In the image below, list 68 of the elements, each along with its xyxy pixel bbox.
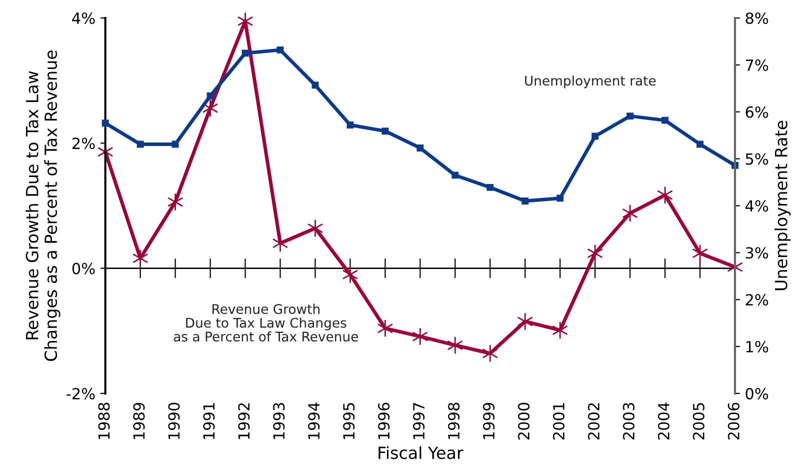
y2-tick-label: 4% [745,200,768,212]
x-tick-label: 1994 [308,402,320,439]
point [662,116,668,124]
point [342,266,358,284]
point [556,194,564,202]
x-tick-label: 2003 [622,402,634,440]
point [312,82,319,89]
text: Unemployment rate [525,75,656,88]
point [237,12,254,30]
y-tick-label: 0% [72,262,95,274]
x-tick-label: 1988 [98,402,110,439]
point [136,140,144,148]
x-tick-label: 2001 [552,403,565,440]
point [167,192,184,211]
point [307,219,324,238]
point [242,50,249,57]
point [412,327,428,346]
x-tick-label: 1990 [168,402,180,439]
point [276,46,284,54]
y2-tick-label: 5% [746,153,768,165]
x-tick-label: 1992 [238,403,250,439]
point [696,140,704,148]
x-tick-label: 1997 [413,403,425,439]
y-axis-title: Revenue Growth Due to Tax Law Changes as a Percent of Tax Revenue [26,50,60,361]
point [447,336,464,354]
x-tick-label: 1989 [133,402,145,439]
x-tick-label: 1998 [448,402,460,439]
y2-tick-label: 1% [746,340,768,353]
point [452,172,459,179]
y2-axis-title: Unemployment Rate [774,120,791,290]
point [552,321,568,340]
x-tick-label: 2004 [658,402,670,440]
point [272,234,288,252]
x-tick-label: 1991 [203,403,215,439]
point [206,92,214,100]
point [482,344,498,362]
point [416,144,424,152]
x-tick-label: 1995 [343,403,355,439]
x-tick-label: 2002 [588,403,600,440]
x-tick-label: 1996 [378,402,390,439]
y2-tick-label: 8% [746,12,768,24]
y-tick-label: 2% [72,138,95,150]
point [172,140,179,148]
y2-tick-label: 3% [746,247,768,259]
point [587,244,603,262]
y2-tick-label: 0% [746,388,768,400]
point [517,312,534,330]
x-axis-title: Fiscal Year [378,446,464,460]
y2-tick-label: 6% [746,106,768,118]
point [486,184,494,191]
point [346,122,354,128]
y2-tick-label: 2% [746,294,768,306]
x-tick-label: 2006 [728,402,740,440]
y-tick-label: -2% [66,388,95,400]
point [626,112,634,120]
point [377,319,394,338]
x-tick-label: 1999 [482,402,495,439]
y2-tick-label: 7% [746,59,768,71]
point [592,132,599,140]
x-tick-label: 2000 [518,402,530,440]
point [102,120,109,127]
point [382,128,389,135]
series-label: Revenue Growth Due to Tax Law Changes as a Percent of Tax Revenue [174,304,358,342]
point [522,198,529,204]
x-tick-label: 2005 [692,403,704,440]
y-tick-label: 4% [72,12,95,24]
x-tick-label: 1993 [273,402,285,439]
point [132,249,148,268]
